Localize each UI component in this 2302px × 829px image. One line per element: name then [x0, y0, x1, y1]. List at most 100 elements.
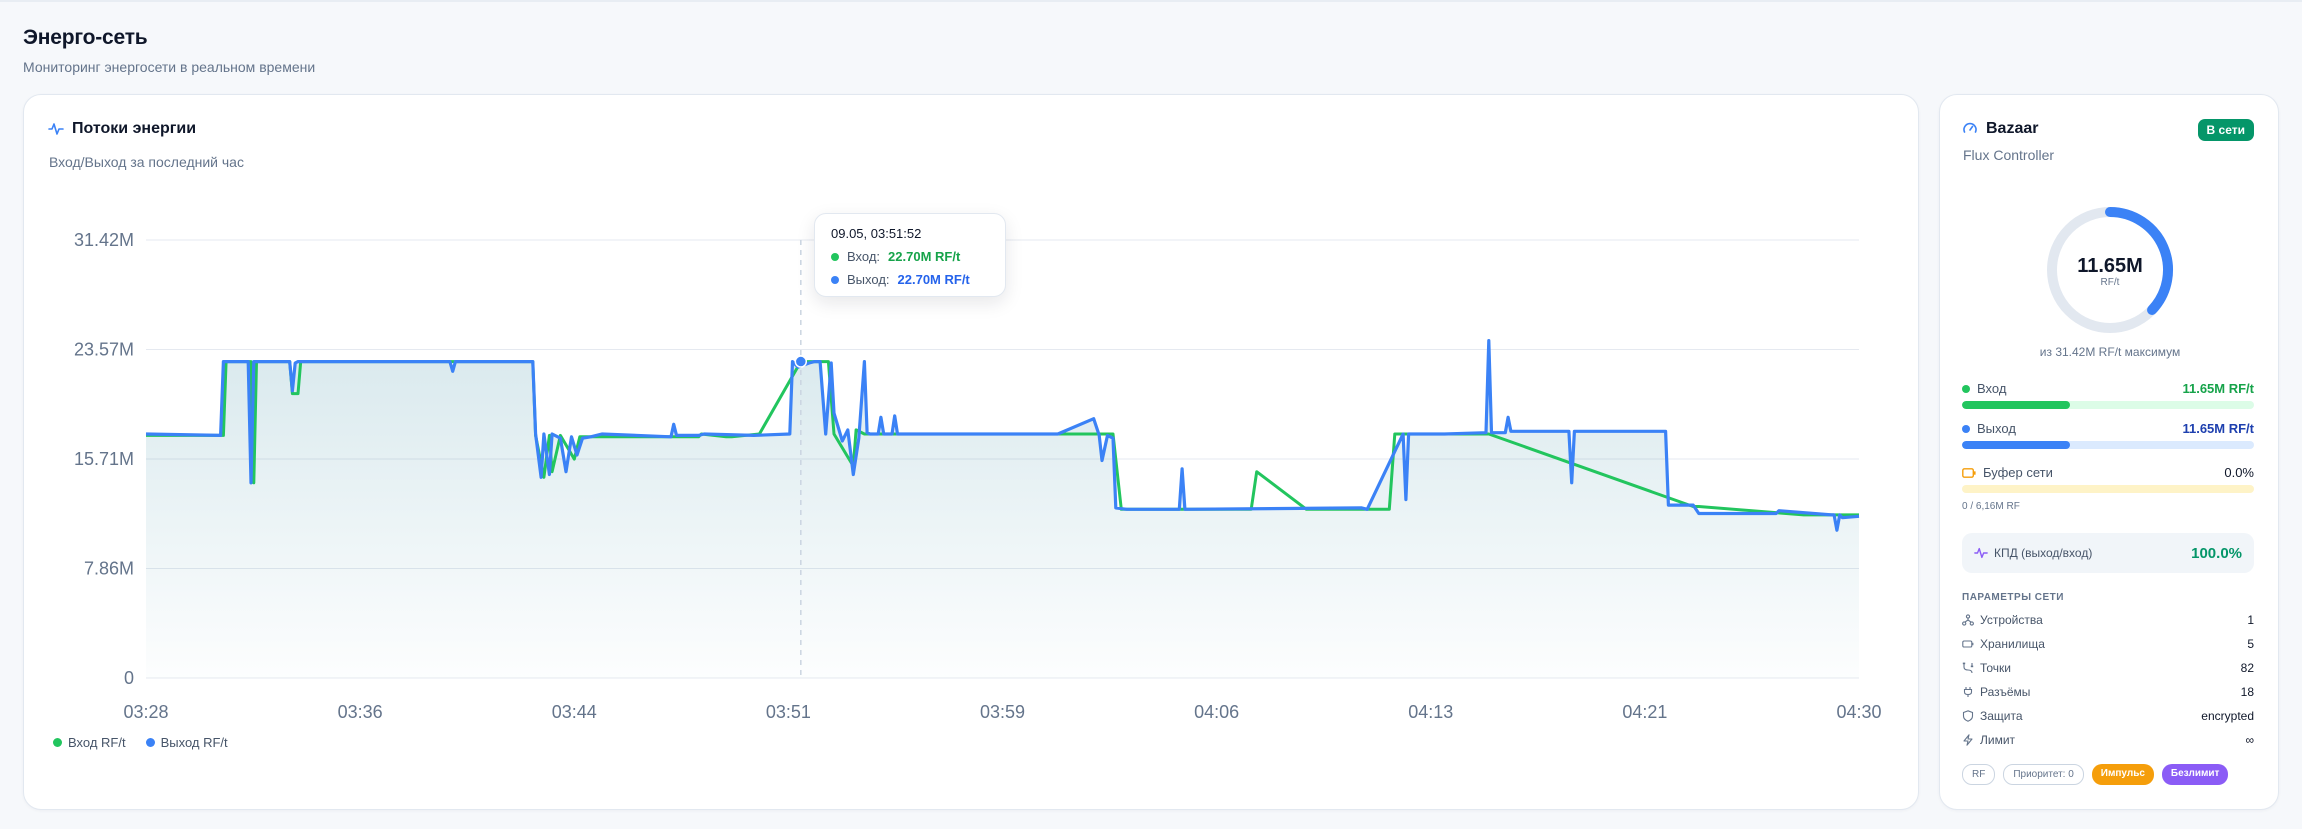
x-tick-label: 04:21	[1622, 702, 1667, 722]
param-row-storage: Хранилища 5	[1962, 637, 2254, 651]
buffer-value: 0.0%	[2224, 465, 2254, 480]
output-flow-row: Выход 11.65M RF/t	[1962, 421, 2254, 436]
legend-input-label: Вход RF/t	[68, 735, 126, 750]
legend-output[interactable]: Выход RF/t	[145, 735, 228, 750]
tooltip-input-label: Вход:	[847, 249, 881, 264]
gauge-value: 11.65M	[2077, 255, 2143, 277]
page-title: Энерго-сеть	[23, 26, 148, 49]
network-icon	[1962, 614, 1974, 626]
activity-icon	[48, 123, 64, 135]
x-tick-label: 03:28	[123, 702, 168, 722]
input-dot-icon	[1962, 384, 1970, 393]
param-value: 18	[2240, 685, 2254, 699]
legend-input-dot-icon	[53, 738, 62, 747]
battery-icon	[1962, 467, 1976, 478]
input-flow-label: Вход	[1977, 381, 2007, 396]
tooltip-output-row: Выход: 22.70M RF/t	[831, 272, 989, 287]
gauge-arc	[2105, 207, 2173, 315]
tooltip-input-value: 22.70M RF/t	[888, 249, 961, 264]
tag-unlimited: Безлимит	[2161, 764, 2229, 785]
output-dot-icon	[831, 275, 839, 284]
x-tick-label: 03:44	[552, 702, 597, 722]
param-label: Лимит	[1980, 733, 2016, 747]
device-type: Flux Controller	[1963, 147, 2055, 163]
bolt-icon	[1963, 734, 1973, 746]
tag-rf: RF	[1962, 764, 1996, 785]
tag-priority: Приоритет: 0	[2003, 764, 2084, 785]
cable-icon	[1962, 662, 1974, 674]
input-flow-row: Вход 11.65M RF/t	[1962, 381, 2254, 396]
param-label: Разъёмы	[1980, 685, 2031, 699]
tag-impulse: Импульс	[2091, 764, 2154, 785]
energy-flow-chart[interactable]: 0 7.86M 15.71M 23.57M 31.42M 03:28 03:36 03:44 0…	[24, 95, 1920, 811]
gauge-caption: из 31.42M RF/t максимум	[2039, 345, 2181, 359]
page-subtitle: Мониторинг энергосети в реальном времени	[23, 59, 316, 75]
gauge-icon	[1963, 122, 1977, 133]
param-row-devices: Устройства 1	[1962, 613, 2254, 627]
tooltip-time: 09.05, 03:51:52	[831, 226, 922, 241]
buffer-note: 0 / 6,16M RF	[1962, 501, 2020, 512]
device-name: Bazaar	[1986, 120, 2039, 137]
y-tick-label: 31.42M	[74, 230, 134, 250]
param-row-protection: Защита encrypted	[1962, 709, 2254, 723]
page-header: Энерго-сеть Мониторинг энергосети в реал…	[23, 26, 315, 75]
flow-card-header: Потоки энергии	[48, 120, 196, 138]
param-value: 82	[2240, 661, 2254, 675]
input-flow-bar-fill	[1962, 401, 2071, 409]
top-border	[0, 0, 2302, 2]
output-flow-label: Выход	[1977, 421, 2016, 436]
efficiency-label: КПД (выход/вход)	[1994, 546, 2093, 560]
param-value: 1	[2247, 613, 2254, 627]
buffer-bar	[1962, 485, 2254, 493]
x-tick-label: 03:51	[766, 702, 811, 722]
tooltip-output-value: 22.70M RF/t	[897, 272, 970, 287]
shield-icon	[1962, 710, 1974, 722]
param-value: encrypted	[2201, 709, 2254, 723]
plug-icon	[1963, 687, 1973, 697]
param-label: Точки	[1980, 661, 2012, 675]
param-value: ∞	[2245, 733, 2254, 747]
efficiency-activity-icon	[1974, 547, 1988, 559]
param-row-limit: Лимит ∞	[1962, 733, 2254, 747]
tooltip-input-row: Вход: 22.70M RF/t	[831, 249, 989, 264]
energy-flow-card: Потоки энергии Вход/Выход за последний ч…	[23, 94, 1919, 810]
throughput-gauge	[2047, 207, 2173, 333]
x-tick-label: 03:36	[338, 702, 383, 722]
efficiency-box: КПД (выход/вход) 100.0%	[1962, 533, 2254, 573]
flow-card-subtitle: Вход/Выход за последний час	[49, 154, 244, 170]
output-series-line	[145, 339, 1860, 532]
efficiency-value: 100.0%	[2191, 544, 2242, 562]
param-label: Устройства	[1980, 613, 2043, 627]
status-badge: В сети	[2197, 119, 2254, 141]
chart-tooltip: 09.05, 03:51:52 Вход: 22.70M RF/t Выход:…	[814, 213, 1006, 297]
x-tick-label: 04:13	[1408, 702, 1453, 722]
x-tick-label: 04:06	[1194, 702, 1239, 722]
x-tick-label: 03:59	[980, 702, 1025, 722]
output-flow-value: 11.65M RF/t	[2182, 421, 2254, 436]
param-row-sockets: Разъёмы 18	[1962, 685, 2254, 699]
param-label: Хранилища	[1980, 637, 2045, 651]
gauge-unit: RF/t	[2100, 277, 2120, 288]
legend-output-label: Выход RF/t	[160, 735, 228, 750]
y-tick-label: 15.71M	[74, 449, 134, 469]
param-row-points: Точки 82	[1962, 661, 2254, 675]
param-label: Защита	[1980, 709, 2023, 723]
y-tick-label: 0	[124, 668, 134, 688]
output-area	[146, 340, 1859, 678]
device-header: Bazaar	[1962, 120, 2038, 138]
tooltip-output-label: Выход:	[847, 272, 890, 287]
buffer-label: Буфер сети	[1983, 465, 2053, 480]
legend-input[interactable]: Вход RF/t	[53, 735, 126, 750]
params-title: ПАРАМЕТРЫ СЕТИ	[1962, 592, 2064, 603]
param-value: 5	[2247, 637, 2254, 651]
y-tick-label: 23.57M	[74, 340, 134, 360]
legend-output-dot-icon	[145, 738, 155, 747]
input-flow-value: 11.65M RF/t	[2182, 381, 2254, 396]
tag-list: RF Приоритет: 0 Импульс Безлимит	[1962, 764, 2229, 785]
buffer-row: Буфер сети 0.0%	[1962, 465, 2254, 480]
hover-point	[794, 355, 808, 368]
y-tick-label: 7.86M	[84, 559, 134, 579]
battery-icon	[1962, 640, 1974, 648]
output-flow-bar-fill	[1962, 441, 2071, 449]
flow-card-title: Потоки энергии	[72, 120, 197, 137]
